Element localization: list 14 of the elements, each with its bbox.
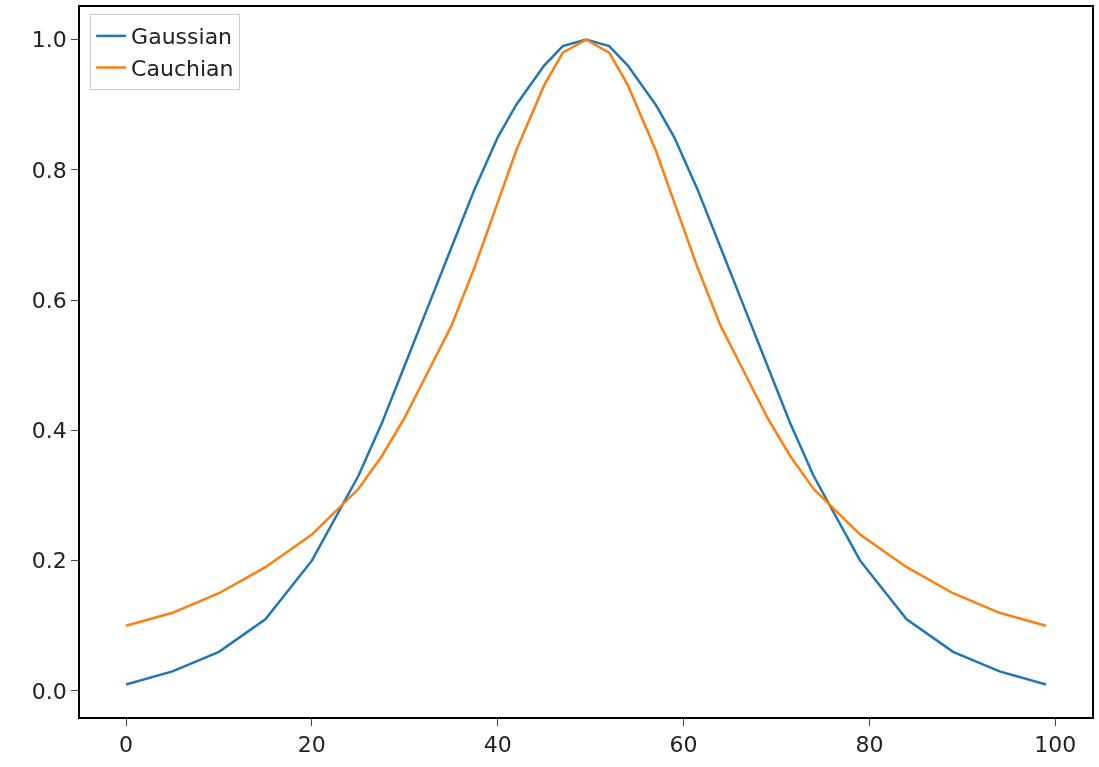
x-tick-label: 20: [297, 732, 326, 758]
y-tick-label: 0.4: [31, 418, 67, 444]
x-tick-label: 60: [669, 732, 698, 758]
y-tick-label: 0.0: [31, 678, 67, 704]
legend-label: Cauchian: [131, 56, 234, 82]
y-tick-label: 0.8: [31, 157, 67, 183]
y-tick-label: 0.6: [31, 287, 67, 313]
x-tick-label: 100: [1034, 732, 1077, 758]
y-tick-label: 0.2: [31, 548, 67, 574]
x-tick-label: 40: [483, 732, 512, 758]
x-tick-label: 80: [855, 732, 884, 758]
legend-label: Gaussian: [131, 24, 233, 50]
x-tick-label: 0: [119, 732, 133, 758]
y-tick-label: 1.0: [31, 27, 67, 53]
